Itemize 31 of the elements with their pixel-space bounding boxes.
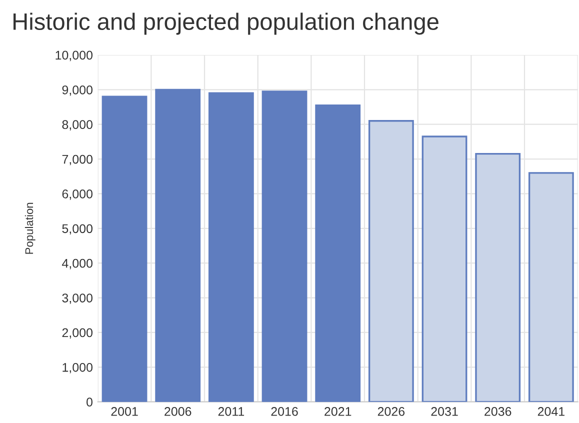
x-tick-label: 2026 <box>378 407 405 416</box>
bar <box>528 172 574 402</box>
x-tick-label: 2041 <box>538 407 564 416</box>
bar <box>102 96 148 402</box>
y-tick-label: 6,000 <box>62 190 93 200</box>
y-tick-label: 4,000 <box>62 258 93 270</box>
bar <box>315 104 361 402</box>
x-tick-label: 2031 <box>431 407 458 416</box>
chart-title: Historic and projected population change <box>14 12 438 35</box>
x-tick-label: 2001 <box>111 407 138 416</box>
bar <box>208 92 254 402</box>
y-tick-label: 1,000 <box>62 362 93 374</box>
bar <box>155 88 201 402</box>
bar <box>475 153 521 402</box>
y-tick-label: 8,000 <box>62 120 93 130</box>
x-tick-label: 2006 <box>164 407 192 416</box>
y-axis-title: Population <box>24 202 36 254</box>
bar <box>368 120 414 402</box>
x-tick-label: 2036 <box>484 407 512 416</box>
x-tick-label: 2016 <box>271 407 298 416</box>
bar <box>262 90 308 402</box>
y-tick-label: 3,000 <box>62 294 93 304</box>
y-tick-label: 7,000 <box>62 154 93 166</box>
y-tick-label: 9,000 <box>62 85 93 96</box>
x-tick-label: 2021 <box>324 407 352 416</box>
y-tick-label: 10,000 <box>56 50 93 62</box>
y-tick-label: 2,000 <box>62 328 93 339</box>
bar <box>422 136 468 402</box>
y-tick-label: 5,000 <box>62 224 93 235</box>
x-tick-label: 2011 <box>218 407 244 416</box>
y-tick-label: 0 <box>86 398 92 406</box>
